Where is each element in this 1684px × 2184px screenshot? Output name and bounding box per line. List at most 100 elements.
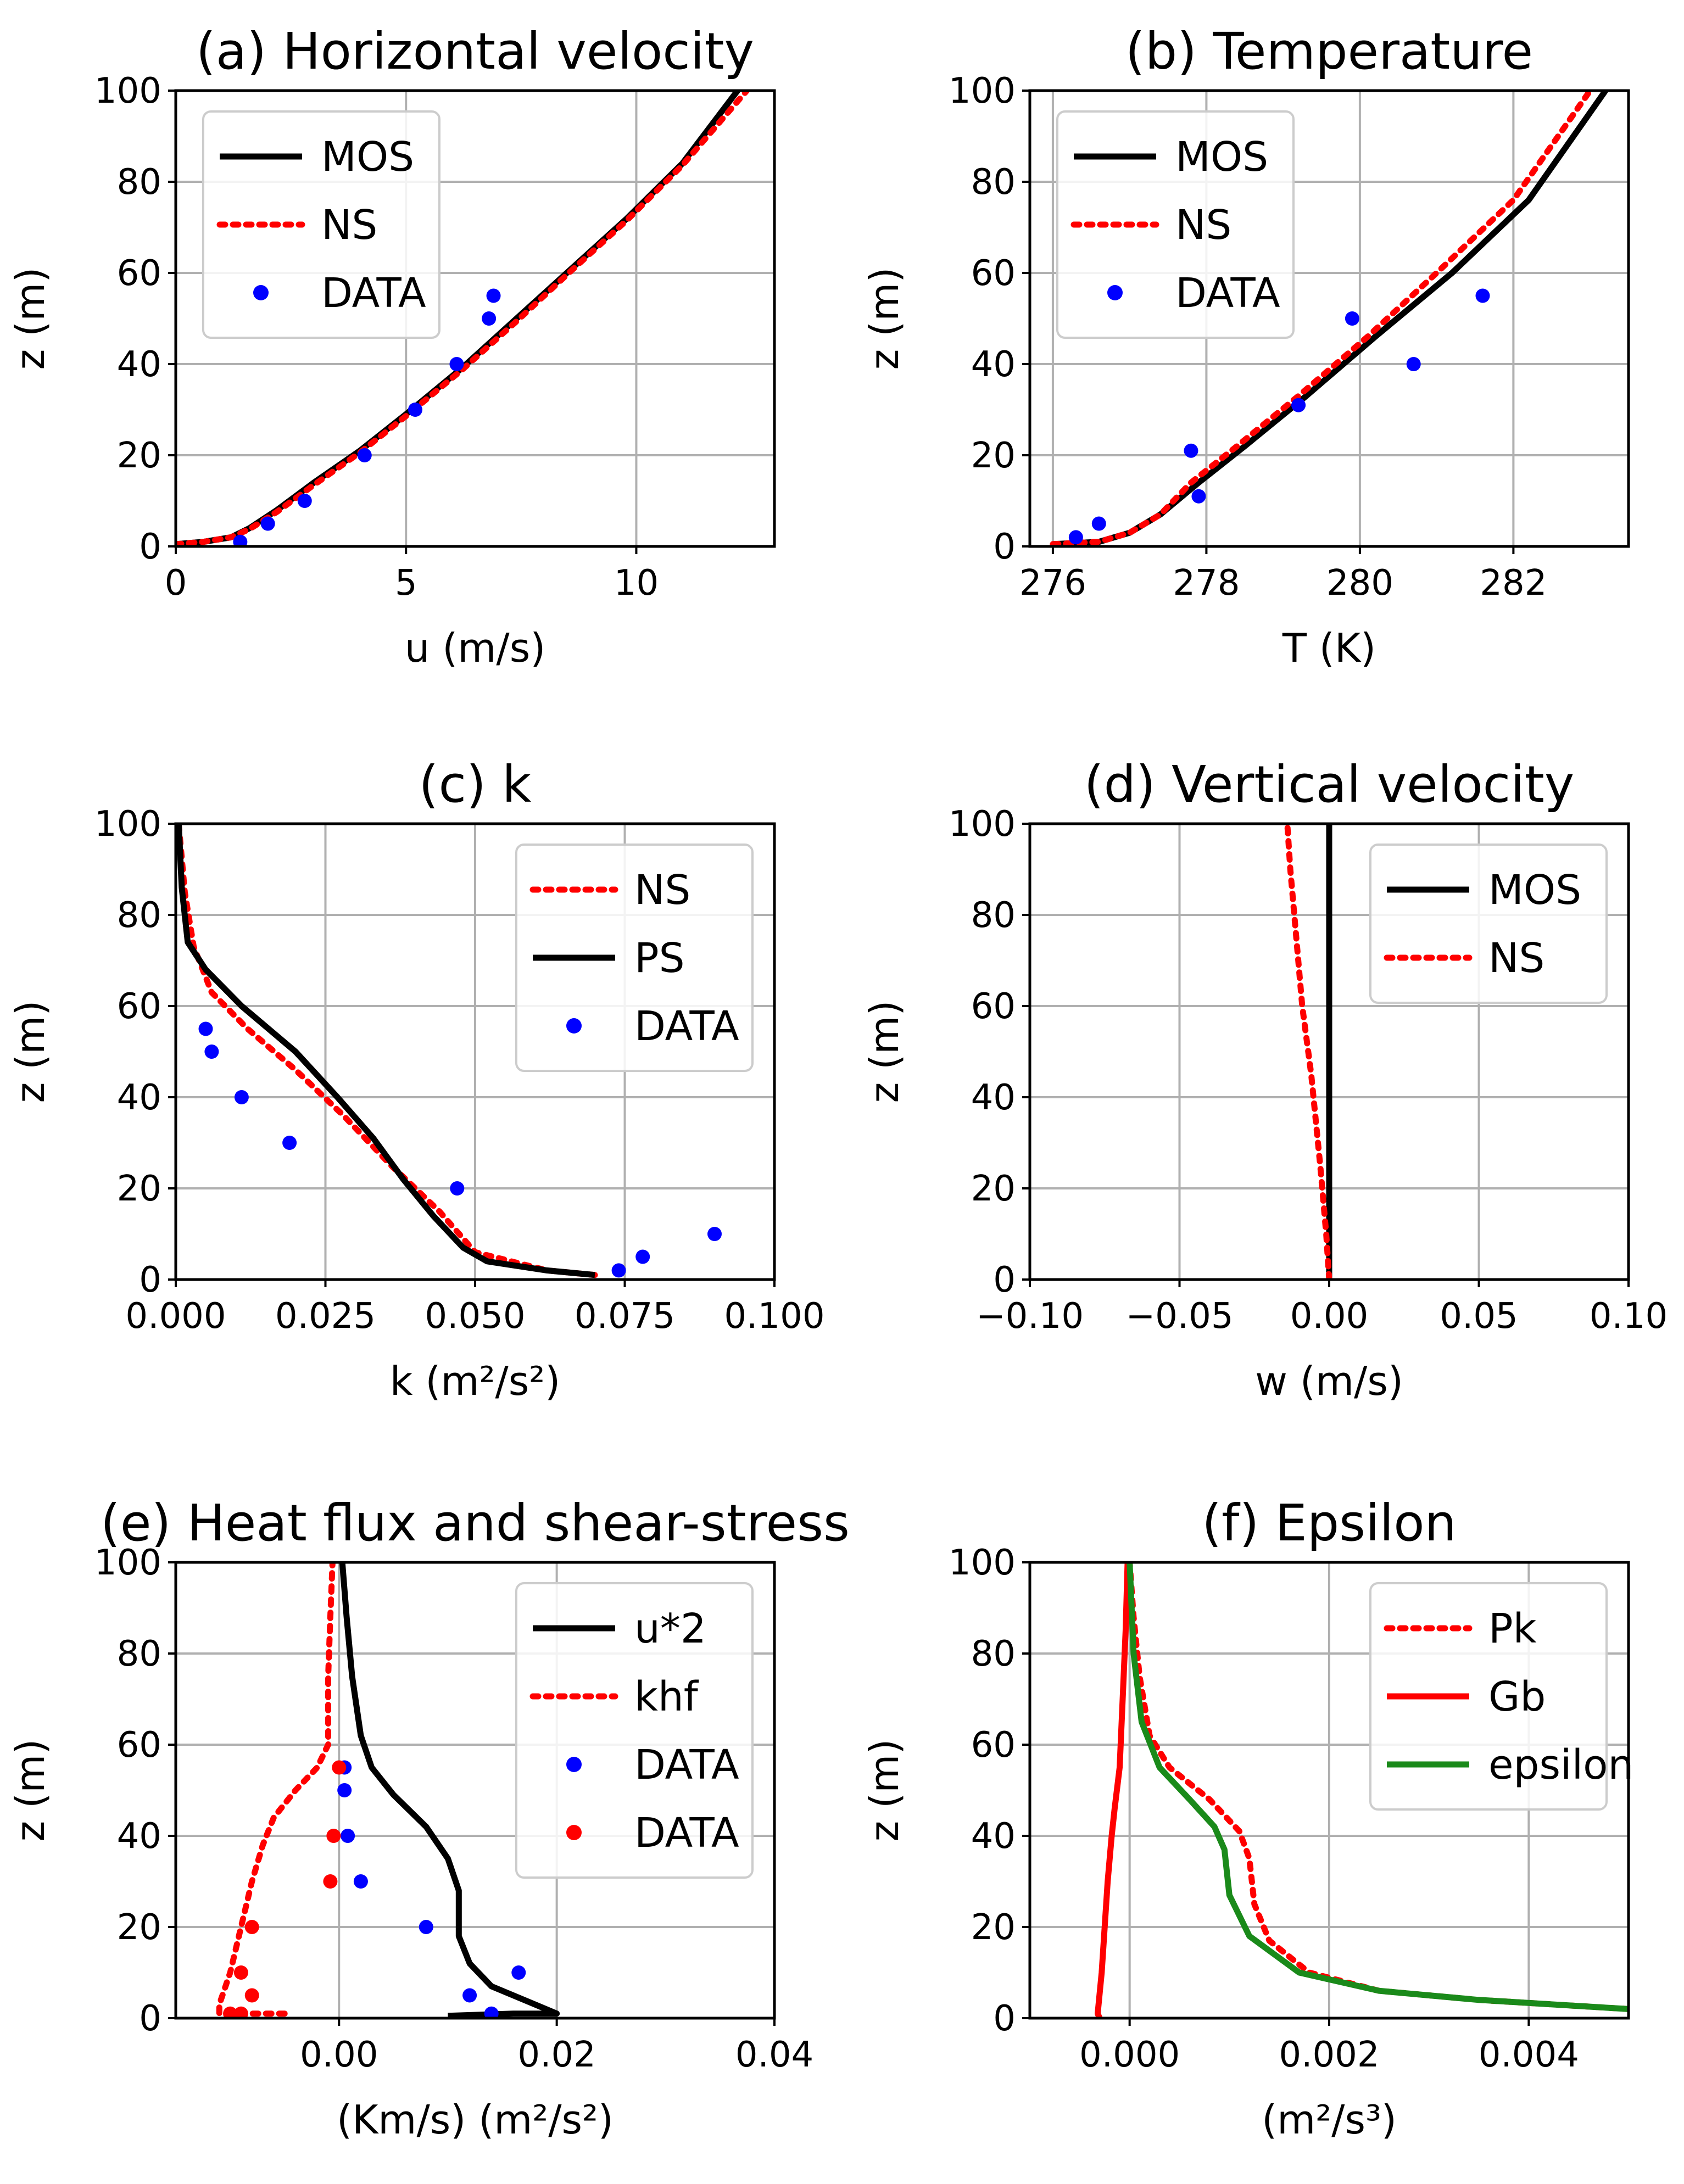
series-line-NS — [1284, 824, 1332, 1280]
legend-label: MOS — [1488, 867, 1581, 914]
series-line-NS — [1050, 91, 1593, 546]
legend-label: DATA — [321, 270, 426, 317]
legend-marker — [566, 1018, 582, 1034]
x-tick-label: 10 — [614, 563, 659, 604]
legend-label: khf — [634, 1673, 699, 1721]
x-tick-label: 276 — [1019, 563, 1086, 604]
legend: NS PS DATA — [515, 844, 754, 1072]
data-point — [234, 1090, 249, 1104]
data-point — [1091, 516, 1106, 531]
axes-frame — [174, 1561, 776, 2020]
data-point — [1475, 288, 1490, 303]
data-point — [408, 403, 422, 417]
series-line-NS — [176, 824, 598, 1278]
chart-title: (f) Epsilon — [1202, 1494, 1457, 1552]
chart-title: (b) Temperature — [1125, 22, 1533, 81]
legend: MOS NS — [1369, 844, 1608, 1004]
data-point — [1068, 530, 1083, 545]
plot-area — [176, 91, 750, 546]
y-tick-label: 40 — [117, 344, 161, 385]
data-point — [419, 1920, 433, 1934]
plot-area — [176, 824, 722, 1278]
x-axis-label: w (m/s) — [1255, 1358, 1403, 1404]
legend-label: MOS — [1175, 133, 1268, 181]
legend-box — [1056, 110, 1295, 339]
y-tick-label: 60 — [971, 1725, 1016, 1766]
data-point — [244, 1988, 259, 2003]
data-point — [611, 1263, 626, 1278]
y-tick-label: 20 — [117, 1907, 161, 1948]
data-point — [707, 1227, 722, 1241]
data-point — [486, 288, 501, 303]
x-tick-label: 280 — [1326, 563, 1393, 604]
series-line-u2 — [339, 1562, 560, 2018]
y-tick-label: 100 — [94, 71, 161, 111]
series-line-NS — [176, 91, 750, 546]
x-tick-label: 0.05 — [1440, 1296, 1518, 1337]
y-tick-label: 100 — [94, 1543, 161, 1583]
x-tick-label: 0.075 — [575, 1296, 675, 1337]
legend-label: Gb — [1488, 1673, 1546, 1721]
legend-label: PS — [634, 935, 685, 982]
data-point — [233, 2006, 248, 2018]
data-point — [1291, 398, 1306, 412]
x-tick-label: 282 — [1480, 563, 1547, 604]
y-tick-label: 60 — [117, 1725, 161, 1766]
x-axis-label: (m²/s³) — [1262, 2097, 1397, 2143]
data-point — [223, 2006, 238, 2018]
legend-label: MOS — [321, 133, 414, 181]
data-point — [511, 1965, 526, 1980]
y-tick-label: 100 — [94, 804, 161, 845]
x-tick-label: 5 — [395, 563, 417, 604]
series-line-epsilon — [1127, 1562, 1629, 2012]
plot-area — [1284, 824, 1332, 1280]
panel-e: 0.00 0.02 0.04 0 20 40 60 80 100(e) Heat flux an… — [7, 1494, 850, 2143]
y-tick-label: 80 — [117, 162, 161, 203]
x-tick-label: 0.025 — [275, 1296, 376, 1337]
series-line-khf — [216, 1562, 336, 2017]
legend-label: DATA — [634, 1809, 739, 1857]
data-point — [297, 494, 312, 508]
x-tick-label: 0 — [165, 563, 187, 604]
data-point — [323, 1874, 338, 1889]
y-tick-label: 80 — [117, 895, 161, 936]
data-point — [341, 1829, 355, 1843]
legend-marker — [566, 1825, 582, 1840]
data-point — [1345, 311, 1359, 326]
legend-marker — [566, 1757, 582, 1772]
x-tick-label: 0.10 — [1590, 1296, 1668, 1337]
series-line-PS — [176, 824, 595, 1278]
data-point — [357, 448, 372, 462]
y-axis-label: z (m) — [7, 267, 53, 370]
legend-label: DATA — [634, 1741, 739, 1789]
legend-label: NS — [1488, 935, 1544, 982]
legend-box — [515, 844, 754, 1072]
data-point — [198, 1021, 213, 1036]
y-tick-label: 40 — [971, 1816, 1016, 1857]
y-tick-label: 60 — [971, 986, 1016, 1027]
y-tick-label: 0 — [139, 527, 161, 567]
y-tick-label: 80 — [971, 895, 1016, 936]
legend: MOS NS DATA — [1056, 110, 1295, 339]
data-point — [1191, 489, 1206, 504]
legend: Pk Gb epsilon — [1369, 1582, 1633, 1811]
y-tick-label: 0 — [993, 1260, 1016, 1300]
y-tick-label: 20 — [971, 1907, 1016, 1948]
data-point — [233, 534, 248, 546]
y-tick-label: 0 — [993, 527, 1016, 567]
data-point — [1406, 357, 1421, 371]
panel-c: 0.000 0.025 0.050 0.075 0.100 0 20 40 60 80 100 (c)… — [7, 755, 825, 1404]
y-tick-label: 0 — [993, 1998, 1016, 2039]
data-point — [482, 311, 497, 326]
y-tick-label: 20 — [117, 435, 161, 476]
legend-label: epsilon — [1488, 1741, 1633, 1789]
data-point — [282, 1136, 297, 1150]
data-point — [462, 1988, 477, 2003]
data-point — [233, 1965, 248, 1980]
chart-title: (c) k — [419, 755, 532, 814]
y-axis-label: z (m) — [861, 1001, 907, 1103]
legend-label: NS — [321, 202, 377, 249]
y-tick-label: 40 — [117, 1077, 161, 1118]
x-tick-label: 0.004 — [1479, 2035, 1579, 2075]
x-tick-label: 278 — [1173, 563, 1240, 604]
